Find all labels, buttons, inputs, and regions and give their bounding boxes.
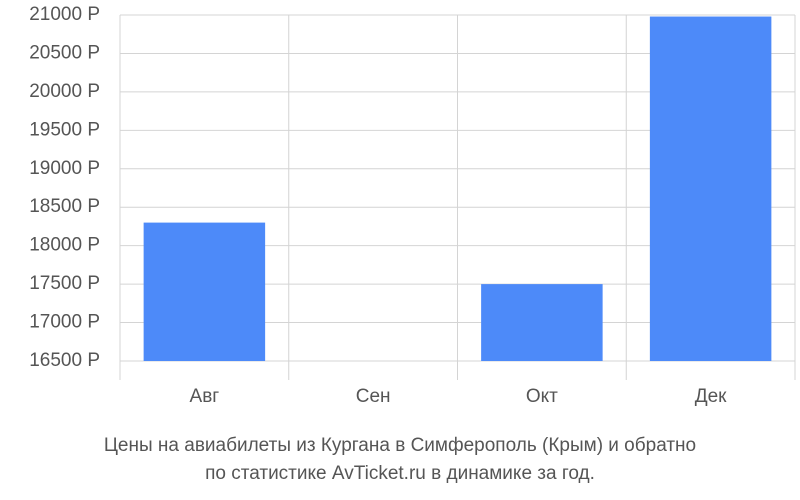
bar xyxy=(649,16,772,361)
x-tick-label: Авг xyxy=(190,386,220,407)
y-tick-label: 20500 Р xyxy=(29,42,100,63)
y-tick-label: 17000 Р xyxy=(29,312,100,333)
bar xyxy=(143,222,266,361)
y-tick-label: 19500 Р xyxy=(29,119,100,140)
x-tick-label: Дек xyxy=(695,386,727,407)
chart-title: по статистике AvTicket.ru в динамике за … xyxy=(205,463,595,484)
y-tick-label: 21000 Р xyxy=(29,4,100,25)
y-tick-label: 18500 Р xyxy=(29,196,100,217)
x-tick-label: Сен xyxy=(356,386,391,407)
bar xyxy=(481,284,603,361)
y-tick-label: 18000 Р xyxy=(29,235,100,256)
x-tick-label: Окт xyxy=(526,386,558,407)
chart-title: Цены на авиабилеты из Кургана в Симфероп… xyxy=(104,435,696,456)
y-tick-label: 16500 Р xyxy=(29,350,100,371)
y-tick-label: 17500 Р xyxy=(29,273,100,294)
y-tick-label: 20000 Р xyxy=(29,81,100,102)
y-tick-label: 19000 Р xyxy=(29,158,100,179)
